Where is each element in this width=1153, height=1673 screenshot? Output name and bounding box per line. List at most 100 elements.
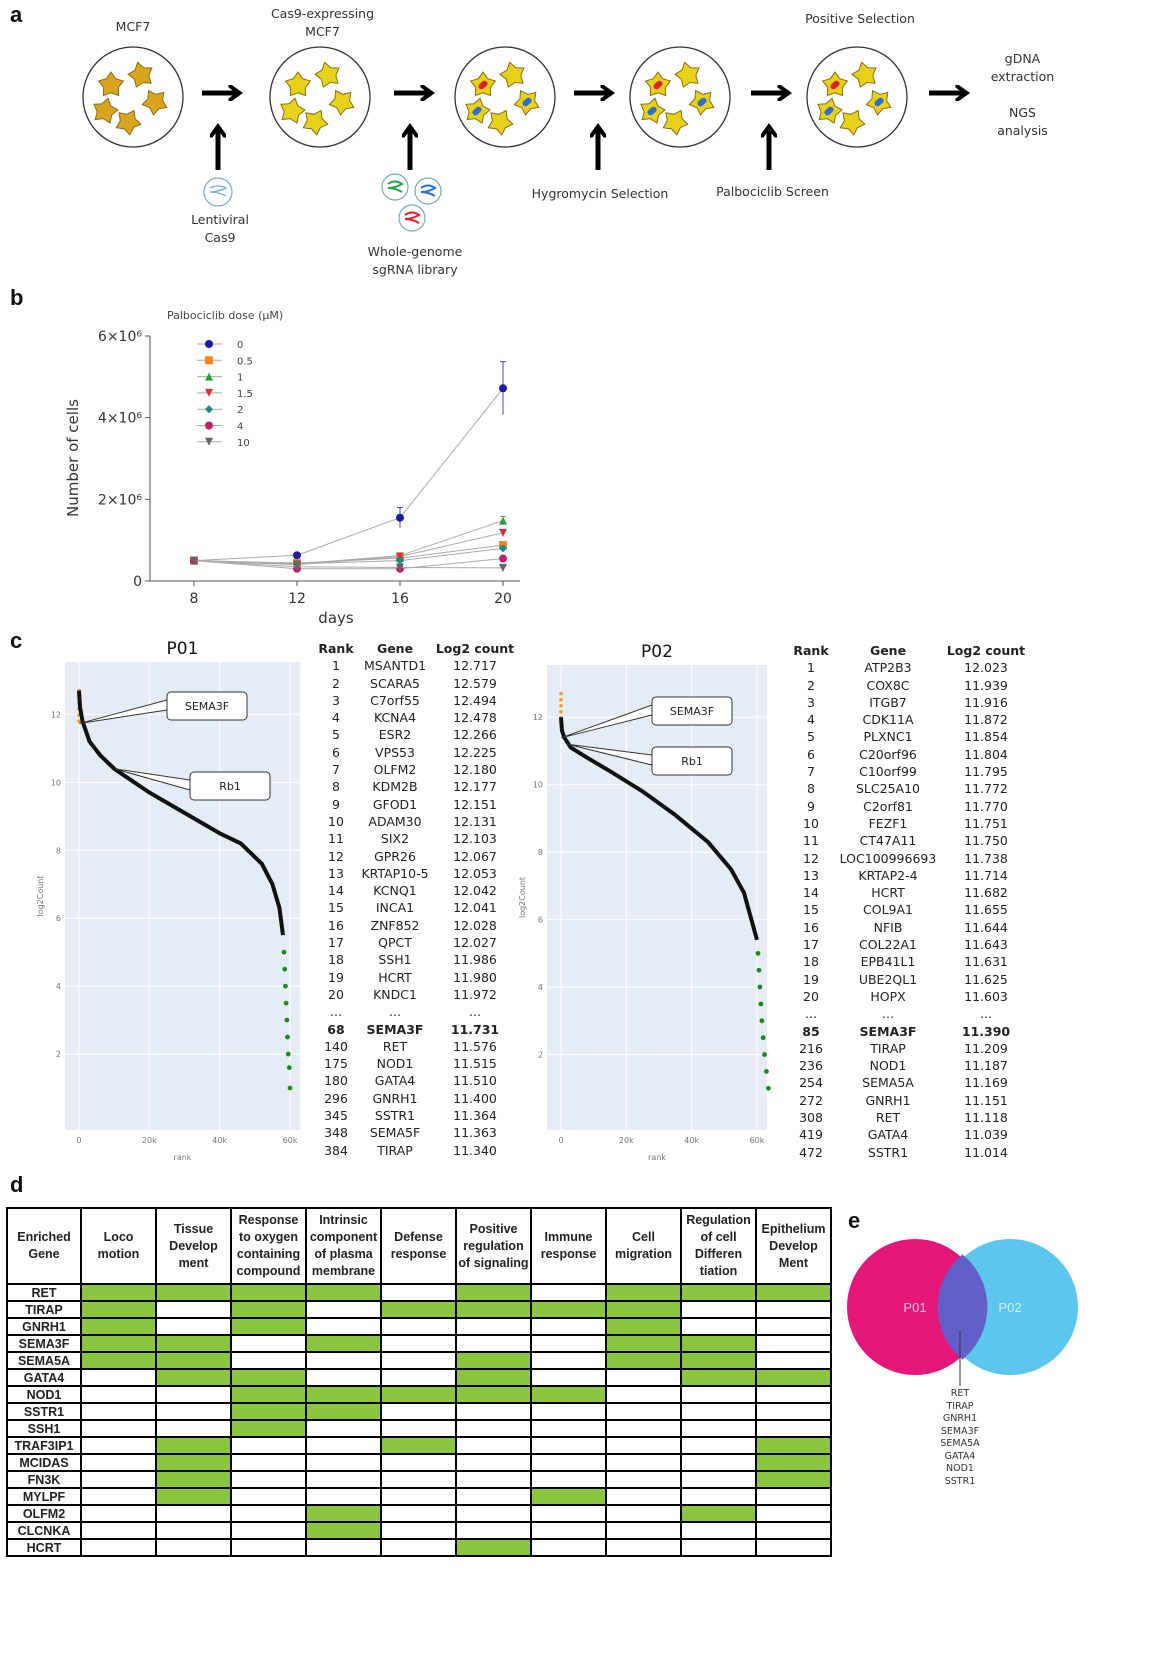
enriched-cell [530,1385,607,1404]
series-line [193,547,504,565]
table-row: 345 SSTR1 11.364 [316,1107,516,1124]
empty-cell [680,1453,757,1472]
rank-cell: 2 [332,675,340,691]
rank-cell: 17 [328,935,344,951]
table-row: 19 UBE2QL1 11.625 [790,971,1028,988]
enriched-cell [755,1283,832,1302]
enrichment-row: SEMA5A [6,1351,832,1370]
cell-icon [674,61,700,88]
log2-count-cell: 11.363 [453,1125,497,1141]
gene-cell: INCA1 [375,900,415,916]
rank-cell: 2 [807,677,815,693]
sgrna-integrated-cell-icon [647,106,657,116]
gene-cell: KCNQ1 [373,883,417,899]
table-row: 12 GPR26 12.067 [316,848,516,865]
empty-cell [605,1504,682,1523]
gene-cell: HCRT [378,969,412,985]
enriched-cell [455,1385,532,1404]
bottom-rank-point [283,983,288,989]
table-row: 15 INCA1 12.041 [316,899,516,916]
lentivirus-icon [203,177,233,207]
empty-cell [680,1419,757,1438]
rank-cell: 19 [328,969,344,985]
gene-name-cell: SEMA3F [6,1334,82,1353]
empty-cell [380,1351,457,1370]
table-row: 296 GNRH1 11.400 [316,1090,516,1107]
empty-cell [380,1470,457,1489]
log2-count-cell: 11.980 [453,969,497,985]
empty-cell [305,1487,382,1506]
enriched-cell [530,1487,607,1506]
table-row: 14 HCRT 11.682 [790,884,1028,901]
log2-count-cell: 12.494 [453,692,497,708]
empty-cell [530,1317,607,1336]
gene-cell: GNRH1 [865,1092,911,1108]
gene-cell: TIRAP [377,1142,413,1158]
rank-cell: 18 [328,952,344,968]
empty-cell [455,1453,532,1472]
y-tick-label: 4 [538,983,543,992]
empty-cell [530,1436,607,1455]
log2-count-cell: ... [980,1006,992,1022]
rank-cell: 345 [324,1108,348,1124]
rank-cell: 3 [807,694,815,710]
cell-icon [302,109,329,136]
log2-count-cell: 12.177 [453,779,497,795]
empty-cell [80,1487,157,1506]
input-label-hygromycin: Hygromycin Selection [531,186,669,201]
series-dose-10 [190,556,507,572]
data-point [499,544,507,553]
shared-gene: SEMA3F [940,1425,980,1437]
x-axis-label: days [318,609,354,627]
gene-cell: PLXNC1 [863,729,913,745]
table-row: 20 KNDC1 11.972 [316,986,516,1003]
sgrna-integrated-cell-icon [478,80,488,90]
table-row: 3 ITGB7 11.916 [790,694,1028,711]
rank-plot-p01: 2 4 6 8 10 12 0 20k 40k 60k rank log2Count P01 SEMA3F… [36,639,300,1162]
empty-cell [380,1317,457,1336]
enriched-cell [305,1521,382,1540]
table-row: 16 ZNF852 12.028 [316,917,516,934]
enriched-cell [680,1351,757,1370]
cell-icon [314,61,340,88]
venn-diagram: P01 P02 [847,1239,1078,1386]
empty-cell [230,1538,307,1557]
callout-box [189,771,271,801]
enriched-cell [605,1351,682,1370]
empty-cell [230,1487,307,1506]
rank-cell: 14 [803,885,819,901]
log2-count-cell: 11.014 [964,1144,1008,1160]
table-row: 5 ESR2 12.266 [316,726,516,743]
rank-cell: 19 [803,971,819,987]
table-header: Rank Gene Log2 count [316,640,516,657]
enriched-cell [305,1334,382,1353]
rank-cell: 14 [328,883,344,899]
enrichment-row: TRAF3IP1 [6,1436,832,1455]
rank-cell: 68 [327,1021,345,1037]
sgrna-integrated-cell-icon [472,106,482,116]
log2-count-cell: 11.972 [453,986,497,1002]
series-line [193,387,504,562]
table-row: 13 KRTAP10-5 12.053 [316,865,516,882]
gene-cell: SCARA5 [370,675,420,691]
legend-label: 1 [237,373,243,384]
table-row: 8 SLC25A10 11.772 [790,780,1028,797]
rank-cell: 10 [328,813,344,829]
rank-cell: 9 [807,798,815,814]
log2-count-cell: 11.916 [964,694,1008,710]
enrichment-column-header: Positive regulation of signaling [455,1207,532,1285]
cell-icon [499,61,525,88]
gene-cell: ESR2 [378,727,412,743]
venn-overlap [937,1254,988,1360]
bottom-rank-point [766,1085,771,1091]
table-row: 5 PLXNC1 11.854 [790,728,1028,745]
empty-cell [455,1334,532,1353]
table-row: ......... [790,1005,1028,1022]
empty-cell [680,1385,757,1404]
culture-dish-3 [454,46,556,148]
callout-label-sema3f: SEMA3F [185,700,229,713]
sgrna-integrated-cell-icon [824,106,834,116]
series-dose-0 [190,361,507,565]
bottom-rank-point [283,1000,289,1006]
stage-label-cas9: Cas9-expressing MCF7 [270,6,375,39]
